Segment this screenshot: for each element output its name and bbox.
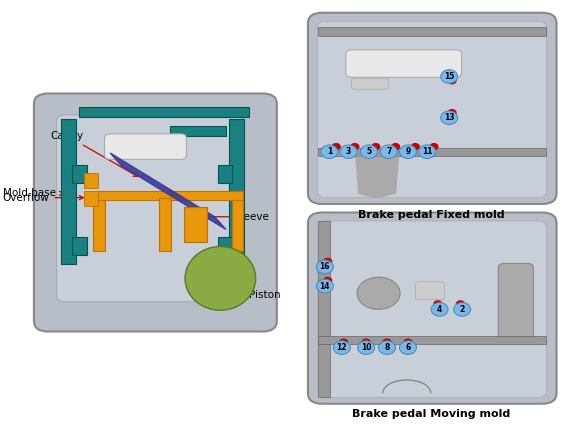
Ellipse shape — [380, 145, 397, 159]
Ellipse shape — [358, 341, 375, 354]
Ellipse shape — [340, 145, 357, 159]
Text: Overflow: Overflow — [3, 193, 84, 203]
Ellipse shape — [185, 246, 255, 310]
Circle shape — [324, 258, 332, 264]
Circle shape — [332, 144, 340, 150]
Text: Piston: Piston — [227, 274, 280, 300]
Circle shape — [404, 339, 412, 345]
Bar — [232, 200, 243, 251]
Text: 5: 5 — [366, 147, 372, 156]
Text: 11: 11 — [422, 147, 432, 156]
Ellipse shape — [321, 145, 338, 159]
FancyBboxPatch shape — [318, 221, 546, 397]
Bar — [72, 165, 87, 183]
Ellipse shape — [399, 341, 416, 354]
Circle shape — [434, 301, 442, 307]
Text: 7: 7 — [386, 147, 392, 156]
Bar — [318, 148, 546, 156]
Bar — [61, 119, 76, 264]
Text: Brake pedal Fixed mold: Brake pedal Fixed mold — [358, 210, 505, 220]
Text: 1: 1 — [327, 147, 332, 156]
Ellipse shape — [419, 145, 436, 159]
Bar — [170, 126, 226, 136]
Circle shape — [411, 144, 419, 150]
Bar — [318, 221, 330, 397]
Text: 15: 15 — [444, 72, 454, 81]
Circle shape — [324, 278, 332, 283]
Ellipse shape — [441, 111, 458, 125]
Ellipse shape — [399, 145, 416, 159]
Circle shape — [448, 110, 456, 116]
Circle shape — [351, 144, 359, 150]
Circle shape — [392, 144, 399, 150]
Bar — [159, 198, 171, 251]
FancyBboxPatch shape — [346, 50, 462, 77]
Ellipse shape — [316, 279, 333, 293]
Text: 14: 14 — [320, 281, 330, 291]
Ellipse shape — [441, 70, 458, 83]
Bar — [79, 107, 249, 117]
Polygon shape — [356, 157, 398, 198]
FancyBboxPatch shape — [351, 78, 388, 89]
Bar — [93, 191, 243, 200]
FancyBboxPatch shape — [308, 212, 557, 404]
Ellipse shape — [454, 303, 471, 316]
Bar — [93, 200, 105, 251]
Bar — [218, 165, 232, 183]
FancyBboxPatch shape — [105, 134, 186, 159]
Text: 12: 12 — [337, 343, 347, 352]
Polygon shape — [110, 153, 226, 230]
Text: 4: 4 — [437, 305, 442, 314]
Bar — [184, 207, 207, 242]
Circle shape — [362, 339, 370, 345]
FancyBboxPatch shape — [308, 13, 557, 204]
Text: 9: 9 — [405, 147, 411, 156]
Text: Mold base: Mold base — [3, 188, 64, 198]
Ellipse shape — [333, 341, 350, 354]
Ellipse shape — [431, 303, 448, 316]
Circle shape — [383, 339, 391, 345]
Bar — [84, 173, 98, 188]
Text: 10: 10 — [361, 343, 371, 352]
Text: 6: 6 — [405, 343, 411, 352]
Text: 13: 13 — [444, 113, 454, 122]
Text: 2: 2 — [459, 305, 465, 314]
Ellipse shape — [379, 341, 395, 354]
Ellipse shape — [360, 145, 377, 159]
Circle shape — [372, 144, 380, 150]
Text: Brake pedal Moving mold: Brake pedal Moving mold — [352, 409, 510, 419]
Text: Sleeve: Sleeve — [205, 212, 270, 222]
Text: 16: 16 — [320, 262, 330, 272]
Ellipse shape — [316, 260, 333, 274]
Bar — [318, 336, 546, 344]
Bar — [84, 191, 98, 206]
FancyBboxPatch shape — [56, 115, 243, 302]
FancyBboxPatch shape — [415, 282, 445, 300]
FancyBboxPatch shape — [34, 94, 277, 332]
Text: 8: 8 — [384, 343, 390, 352]
Bar — [318, 27, 546, 36]
Circle shape — [457, 301, 464, 307]
Bar — [72, 237, 87, 255]
Text: Cavity: Cavity — [51, 131, 138, 176]
Circle shape — [357, 277, 400, 309]
FancyBboxPatch shape — [498, 264, 533, 342]
Text: 3: 3 — [346, 147, 351, 156]
Bar — [229, 119, 244, 264]
Bar — [218, 237, 232, 255]
Circle shape — [340, 339, 347, 345]
Circle shape — [448, 78, 456, 84]
FancyBboxPatch shape — [318, 21, 546, 198]
Circle shape — [430, 144, 438, 150]
